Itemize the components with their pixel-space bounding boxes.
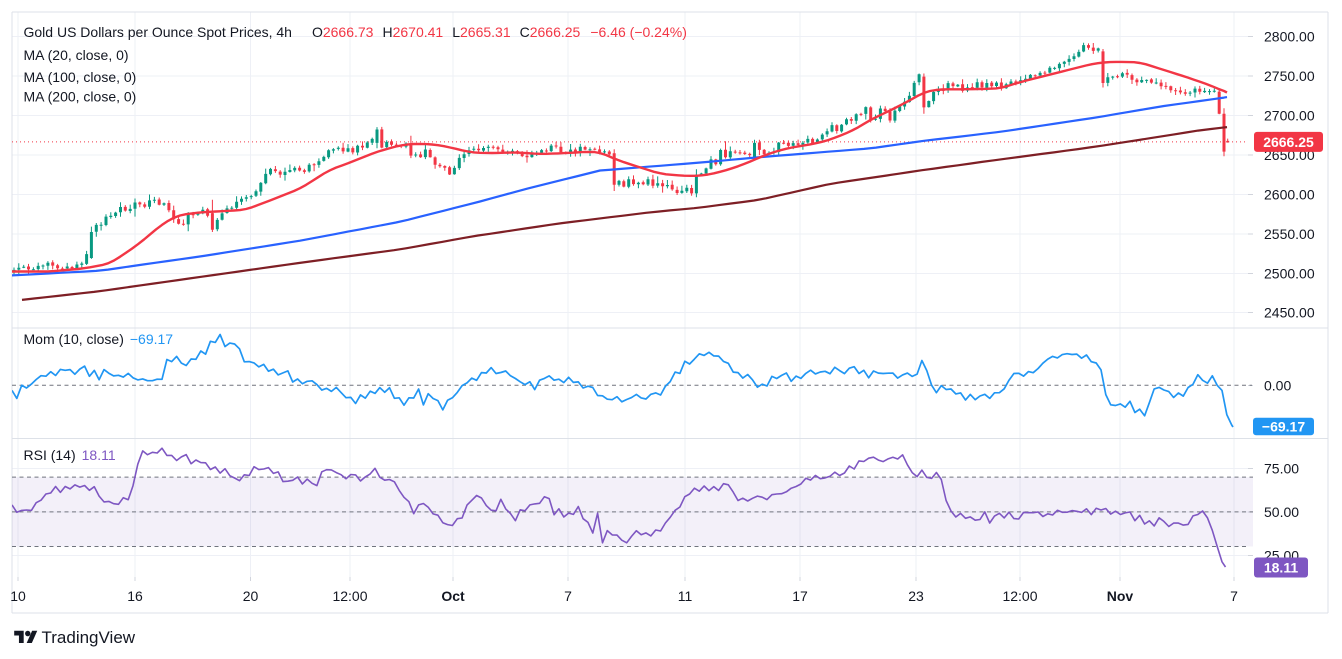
svg-text:2800.00: 2800.00: [1264, 29, 1315, 45]
svg-text:75.00: 75.00: [1264, 460, 1299, 476]
svg-text:2750.00: 2750.00: [1264, 68, 1315, 84]
svg-text:20: 20: [243, 588, 259, 604]
svg-text:50.00: 50.00: [1264, 504, 1299, 520]
svg-text:Oct: Oct: [441, 588, 465, 604]
svg-text:2666.25: 2666.25: [1263, 134, 1314, 150]
svg-text:17: 17: [792, 588, 808, 604]
svg-text:−69.17: −69.17: [1262, 418, 1305, 434]
svg-text:Mom (10, close)−69.17: Mom (10, close) −69.17: [24, 331, 174, 347]
svg-text:12:00: 12:00: [332, 588, 367, 604]
svg-text:MA (20, close, 0): MA (20, close, 0): [24, 47, 129, 63]
svg-text:7: 7: [564, 588, 572, 604]
svg-text:23: 23: [908, 588, 924, 604]
svg-text:RSI (14)18.11: RSI (14) 18.11: [24, 447, 116, 463]
svg-text:TradingView: TradingView: [42, 628, 136, 647]
svg-text:7: 7: [1230, 588, 1238, 604]
svg-text:Nov: Nov: [1107, 588, 1134, 604]
svg-text:11: 11: [678, 588, 693, 604]
svg-text:MA (200, close, 0): MA (200, close, 0): [24, 89, 137, 105]
svg-text:12:00: 12:00: [1002, 588, 1037, 604]
svg-text:MA (100, close, 0): MA (100, close, 0): [24, 69, 137, 85]
svg-text:16: 16: [127, 588, 143, 604]
svg-text:10: 10: [10, 588, 26, 604]
svg-text:0.00: 0.00: [1264, 377, 1291, 393]
svg-text:2700.00: 2700.00: [1264, 108, 1315, 124]
svg-text:2550.00: 2550.00: [1264, 226, 1315, 242]
svg-text:18.11: 18.11: [1264, 560, 1298, 576]
svg-text:Gold US Dollars per Ounce Spot: Gold US Dollars per Ounce Spot Prices, 4…: [24, 24, 687, 40]
svg-text:2600.00: 2600.00: [1264, 186, 1315, 202]
svg-text:2500.00: 2500.00: [1264, 265, 1315, 281]
svg-text:2450.00: 2450.00: [1264, 305, 1315, 321]
